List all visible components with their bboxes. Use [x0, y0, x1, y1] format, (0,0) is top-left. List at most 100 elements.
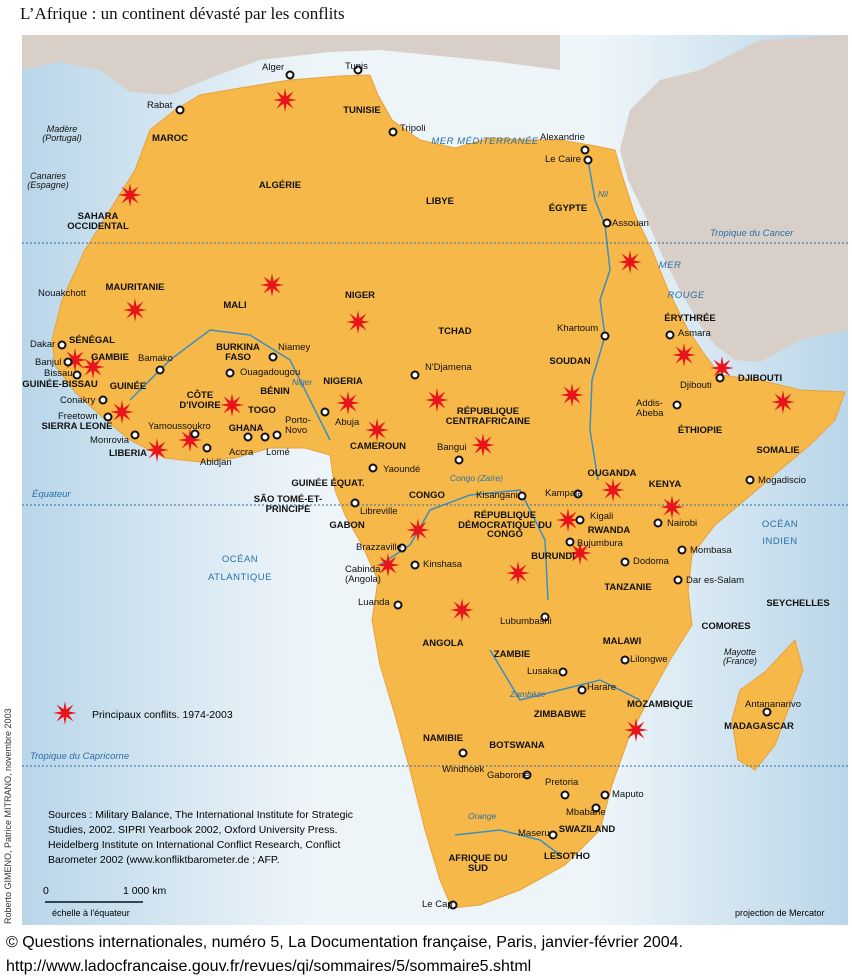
city-marker	[677, 545, 687, 555]
conflict-star-icon	[560, 383, 584, 407]
country-label: GABON	[329, 520, 365, 531]
country-label: TCHAD	[438, 326, 472, 337]
sea-label: ROUGE	[667, 290, 705, 301]
conflict-star-icon	[556, 508, 580, 532]
country-label: BURKINA FASO	[216, 342, 260, 363]
conflict-star-icon	[601, 478, 625, 502]
city-label: Le Cap	[422, 899, 453, 910]
river-label: Niger	[292, 377, 313, 387]
city-marker	[522, 770, 532, 780]
scale-max: 1 000 km	[123, 885, 167, 897]
country-label: SOUDAN	[549, 356, 591, 367]
conflict-star-icon	[376, 553, 400, 577]
city-marker	[602, 218, 612, 228]
conflict-star-icon	[672, 343, 696, 367]
city-label: Niamey	[278, 342, 311, 353]
city-marker	[103, 412, 113, 422]
country-label: RÉPUBLIQUE CENTRAFRICAINE	[445, 406, 531, 427]
city-marker	[353, 65, 363, 75]
country-label: ALGÉRIE	[258, 180, 302, 191]
city-marker	[573, 489, 583, 499]
river-label: Zambèze	[510, 689, 546, 699]
country-label: ÉRYTHRÉE	[664, 313, 716, 324]
city-marker	[130, 430, 140, 440]
city-marker	[653, 518, 663, 528]
tropic-cancer-label: Tropique du Cancer	[710, 228, 794, 239]
conflict-star-icon	[771, 390, 795, 414]
madagascar-landmass	[731, 639, 804, 771]
city-marker	[190, 429, 200, 439]
city-marker	[448, 900, 458, 910]
scale-zero: 0	[43, 885, 49, 897]
city-label: Bamako	[138, 353, 173, 364]
country-label: SÉNÉGAL	[69, 335, 115, 346]
tropic-capricorn-label: Tropique du Capricorne	[30, 751, 130, 762]
city-label: Rabat	[147, 100, 173, 111]
city-label: Djibouti	[680, 380, 712, 391]
conflict-star-icon	[506, 561, 530, 585]
congo-river	[379, 489, 549, 601]
sea-label: MER	[658, 260, 682, 271]
city-label: Bujumbura	[577, 538, 623, 549]
city-label: Freetown	[58, 411, 98, 422]
city-label: Pretoria	[545, 777, 579, 788]
footer-copyright: © Questions internationales, numéro 5, L…	[6, 934, 684, 951]
conflict-star-icon	[260, 273, 284, 297]
country-label: LESOTHO	[544, 851, 590, 862]
city-marker	[673, 575, 683, 585]
footer-url[interactable]: http://www.ladocfrancaise.gouv.fr/revues…	[6, 958, 532, 975]
city-marker	[454, 455, 464, 465]
conflict-star-icon	[710, 356, 734, 380]
city-marker	[583, 155, 593, 165]
city-label: Abidjan	[200, 457, 232, 468]
sea-label: INDIEN	[762, 536, 798, 547]
sea-label: ATLANTIQUE	[208, 572, 272, 583]
city-marker	[98, 395, 108, 405]
city-label: Tunis	[345, 61, 368, 72]
city-marker	[410, 560, 420, 570]
city-marker	[175, 105, 185, 115]
city-label: Lomé	[266, 447, 290, 458]
city-label: Bangui	[437, 442, 467, 453]
city-label: Khartoum	[557, 323, 599, 334]
island-label: Canaries (Espagne)	[27, 171, 69, 190]
city-label: Maputo	[612, 789, 644, 800]
legend-conflict-icon	[53, 701, 77, 725]
country-label: LIBYE	[426, 196, 454, 207]
city-label: Windhoek	[442, 764, 485, 775]
city-marker	[540, 612, 550, 622]
city-label: Monrovia	[90, 435, 130, 446]
country-label: SEYCHELLES	[766, 598, 830, 609]
city-label: Lusaka	[527, 666, 558, 677]
city-marker	[268, 352, 278, 362]
city-marker	[560, 790, 570, 800]
city-marker	[320, 407, 330, 417]
city-label: Yamoussoukro	[148, 421, 211, 432]
country-label: BÉNIN	[260, 386, 290, 397]
city-marker	[202, 443, 212, 453]
city-label: Ouagadougou	[240, 367, 301, 378]
city-label: Addis-Abeba	[636, 398, 664, 419]
country-label: NIGERIA	[323, 376, 363, 387]
city-label: Antananarivo	[745, 699, 801, 710]
country-label: ZIMBABWE	[533, 709, 587, 720]
city-marker	[558, 667, 568, 677]
conflict-star-icon	[660, 495, 684, 519]
city-marker	[762, 707, 772, 717]
city-label: Libreville	[360, 506, 398, 517]
country-label: MAROC	[152, 133, 188, 144]
city-marker	[458, 748, 468, 758]
country-label: MOZAMBIQUE	[627, 699, 693, 710]
zambezi-river	[489, 649, 641, 701]
conflict-star-icon	[365, 418, 389, 442]
author-credit: Roberto GIMENO, Patrice MITRANO, novembr…	[3, 708, 13, 924]
city-marker	[57, 340, 67, 350]
country-label: NAMIBIE	[422, 733, 464, 744]
country-label: GUINÉE ÉQUAT.	[291, 478, 365, 489]
conflict-star-icon	[273, 88, 297, 112]
country-label: SWAZILAND	[558, 824, 616, 835]
country-label: SÃO TOMÉ-ET-PRINCIPE	[253, 494, 323, 515]
city-label: Dakar	[30, 339, 56, 350]
city-marker	[600, 790, 610, 800]
country-label: GHANA	[228, 423, 264, 434]
